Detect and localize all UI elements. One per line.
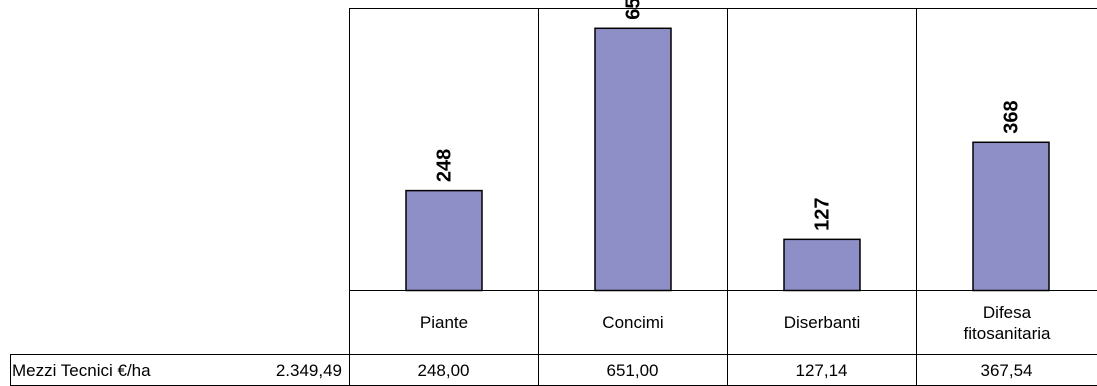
bar-diserbanti: [783, 238, 861, 292]
data-label-piante: 248: [434, 149, 456, 182]
table-row-label: Mezzi Tecnici €/ha: [12, 360, 151, 380]
category-label-line: Concimi: [602, 313, 664, 332]
bar-concimi: [594, 27, 672, 292]
table-cell-difesa: 367,54: [980, 360, 1033, 380]
bar-piante: [405, 189, 483, 292]
category-label-diserbanti: Diserbanti: [728, 291, 916, 354]
table-cell-diserbanti: 127,14: [795, 360, 848, 380]
data-label-concimi: 651: [623, 0, 645, 20]
category-label-difesa-fitosanitaria: Difesa fitosanitaria: [917, 291, 1097, 354]
table-cell-concimi: 651,00: [606, 360, 659, 380]
table-row-total: 2.349,49: [275, 360, 342, 380]
bar-difesa-fitosanitaria: [972, 141, 1050, 292]
data-label-diserbanti: 127: [812, 197, 834, 230]
category-label-line: Piante: [419, 313, 469, 332]
category-label-line: Diserbanti: [783, 313, 861, 332]
category-label-line: Difesa: [982, 302, 1032, 322]
table-cell-piante: 248,00: [417, 360, 470, 380]
category-label-piante: Piante: [350, 291, 538, 354]
data-labels-group: 248 651 127 368: [434, 0, 1023, 231]
category-label-line: fitosanitaria: [963, 323, 1051, 343]
data-label-difesa-fitosanitaria: 368: [1001, 100, 1023, 133]
category-label-concimi: Concimi: [539, 291, 727, 354]
bars-group: [405, 27, 1050, 292]
